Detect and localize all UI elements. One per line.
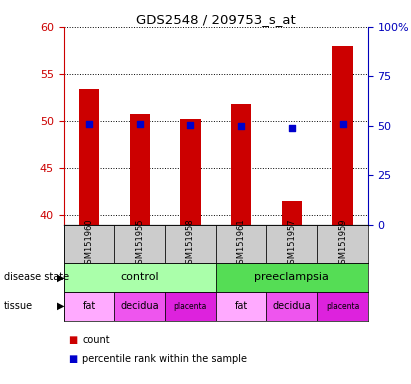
Text: tissue: tissue: [4, 301, 33, 311]
Text: GSM151955: GSM151955: [135, 218, 144, 269]
Point: [86, 121, 92, 127]
Bar: [216, 263, 368, 292]
Bar: [317, 292, 368, 321]
Text: GSM151957: GSM151957: [287, 218, 296, 269]
Bar: [64, 263, 216, 292]
Bar: [64, 225, 114, 263]
Text: ■: ■: [68, 335, 77, 345]
Text: preeclampsia: preeclampsia: [254, 272, 329, 283]
Text: disease state: disease state: [4, 272, 69, 283]
Bar: [79, 89, 99, 225]
Bar: [266, 225, 317, 263]
Text: count: count: [82, 335, 110, 345]
Text: GSM151958: GSM151958: [186, 218, 195, 269]
Point: [187, 122, 194, 128]
Bar: [129, 114, 150, 225]
Text: fat: fat: [83, 301, 96, 311]
Text: control: control: [120, 272, 159, 283]
Title: GDS2548 / 209753_s_at: GDS2548 / 209753_s_at: [136, 13, 296, 26]
Bar: [114, 225, 165, 263]
Point: [289, 125, 295, 131]
Text: placenta: placenta: [326, 302, 359, 311]
Text: decidua: decidua: [120, 301, 159, 311]
Bar: [114, 292, 165, 321]
Point: [136, 121, 143, 127]
Text: ▶: ▶: [57, 301, 65, 311]
Bar: [332, 46, 353, 225]
Text: placenta: placenta: [174, 302, 207, 311]
Bar: [64, 292, 114, 321]
Bar: [165, 292, 216, 321]
Point: [339, 121, 346, 127]
Bar: [165, 225, 216, 263]
Bar: [180, 119, 201, 225]
Text: GSM151961: GSM151961: [237, 218, 246, 269]
Text: decidua: decidua: [272, 301, 311, 311]
Text: ▶: ▶: [57, 272, 65, 283]
Text: GSM151959: GSM151959: [338, 218, 347, 269]
Text: GSM151960: GSM151960: [85, 218, 94, 269]
Bar: [282, 201, 302, 225]
Bar: [231, 104, 251, 225]
Bar: [216, 225, 266, 263]
Text: ■: ■: [68, 354, 77, 364]
Point: [238, 123, 245, 129]
Text: fat: fat: [235, 301, 248, 311]
Bar: [266, 292, 317, 321]
Text: percentile rank within the sample: percentile rank within the sample: [82, 354, 247, 364]
Bar: [216, 292, 266, 321]
Bar: [317, 225, 368, 263]
